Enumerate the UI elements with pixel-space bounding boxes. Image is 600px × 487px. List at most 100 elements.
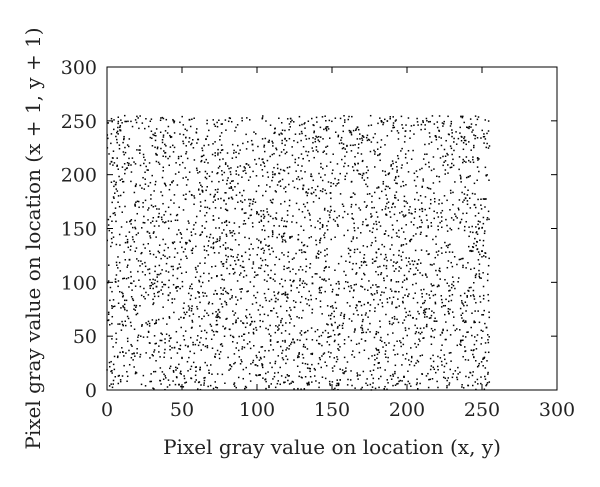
scatter-point (162, 317, 164, 320)
scatter-point (190, 234, 193, 237)
scatter-point (482, 357, 485, 359)
scatter-point (440, 247, 443, 249)
scatter-point (261, 117, 263, 120)
scatter-point (462, 257, 464, 260)
scatter-point (147, 125, 150, 128)
scatter-point (440, 144, 443, 147)
scatter-point (209, 384, 212, 387)
x-tick-label: 100 (239, 399, 275, 421)
scatter-point (415, 170, 418, 172)
scatter-point (402, 354, 404, 356)
scatter-point (324, 290, 326, 293)
scatter-point (176, 285, 178, 288)
scatter-point (430, 314, 433, 317)
scatter-point (162, 202, 164, 205)
scatter-point (482, 198, 485, 200)
scatter-point (325, 129, 328, 132)
scatter-point (263, 356, 266, 358)
scatter-point (459, 329, 461, 331)
scatter-point (292, 279, 295, 282)
scatter-point (283, 225, 285, 228)
scatter-point (466, 200, 469, 202)
scatter-point (466, 295, 468, 297)
scatter-point (230, 288, 232, 291)
scatter-point (441, 209, 444, 212)
scatter-point (404, 329, 407, 332)
scatter-point (416, 227, 419, 229)
scatter-point (144, 178, 146, 180)
scatter-point (274, 217, 277, 219)
scatter-point (157, 215, 160, 218)
scatter-point (387, 333, 389, 336)
scatter-point (264, 349, 266, 352)
scatter-point (201, 317, 203, 320)
scatter-point (155, 134, 157, 137)
scatter-point (251, 143, 254, 146)
scatter-point (283, 170, 286, 172)
scatter-point (227, 165, 229, 167)
scatter-point (406, 295, 409, 297)
scatter-point (283, 220, 286, 222)
scatter-point (216, 323, 219, 326)
scatter-point (373, 364, 376, 366)
scatter-point (139, 184, 141, 187)
scatter-point (483, 133, 485, 135)
scatter-point (328, 119, 331, 122)
scatter-point (199, 182, 201, 184)
scatter-point (386, 259, 388, 262)
scatter-point (392, 124, 395, 127)
scatter-point (267, 264, 269, 267)
scatter-point (111, 120, 113, 123)
scatter-point (389, 248, 392, 250)
scatter-point (314, 189, 317, 191)
scatter-point (308, 367, 311, 370)
scatter-point (271, 171, 274, 173)
scatter-point (324, 361, 326, 363)
scatter-point (263, 249, 266, 252)
scatter-point (149, 357, 151, 359)
scatter-point (483, 356, 486, 359)
scatter-point (280, 375, 283, 377)
scatter-point (229, 171, 232, 173)
scatter-point (395, 232, 398, 234)
scatter-point (357, 128, 360, 131)
scatter-point (420, 231, 422, 234)
scatter-point (126, 144, 129, 146)
scatter-point (285, 362, 287, 365)
scatter-point (417, 199, 420, 201)
scatter-point (137, 117, 139, 119)
scatter-point (275, 297, 277, 300)
scatter-point (135, 372, 138, 374)
scatter-point (328, 343, 331, 346)
scatter-point (476, 378, 479, 381)
scatter-point (458, 168, 460, 171)
scatter-point (321, 355, 323, 357)
scatter-point (315, 297, 317, 300)
scatter-point (294, 158, 297, 161)
scatter-point (451, 153, 453, 156)
scatter-point (190, 377, 193, 380)
scatter-point (298, 269, 300, 271)
scatter-point (345, 260, 347, 262)
scatter-point (265, 387, 267, 390)
scatter-point (126, 241, 129, 244)
scatter-point (400, 245, 403, 247)
scatter-point (331, 288, 334, 291)
scatter-point (478, 273, 481, 275)
scatter-point (477, 310, 479, 312)
scatter-point (258, 239, 260, 242)
scatter-point (377, 122, 379, 125)
scatter-point (388, 322, 391, 325)
scatter-point (432, 294, 435, 297)
scatter-point (311, 147, 313, 149)
scatter-point (332, 218, 335, 221)
scatter-point (426, 186, 429, 189)
scatter-point (480, 137, 482, 139)
scatter-point (288, 314, 291, 316)
scatter-point (281, 139, 283, 142)
scatter-point (113, 162, 116, 164)
scatter-point (326, 225, 328, 227)
scatter-point (365, 206, 367, 208)
scatter-point (231, 231, 233, 234)
scatter-point (300, 334, 303, 336)
